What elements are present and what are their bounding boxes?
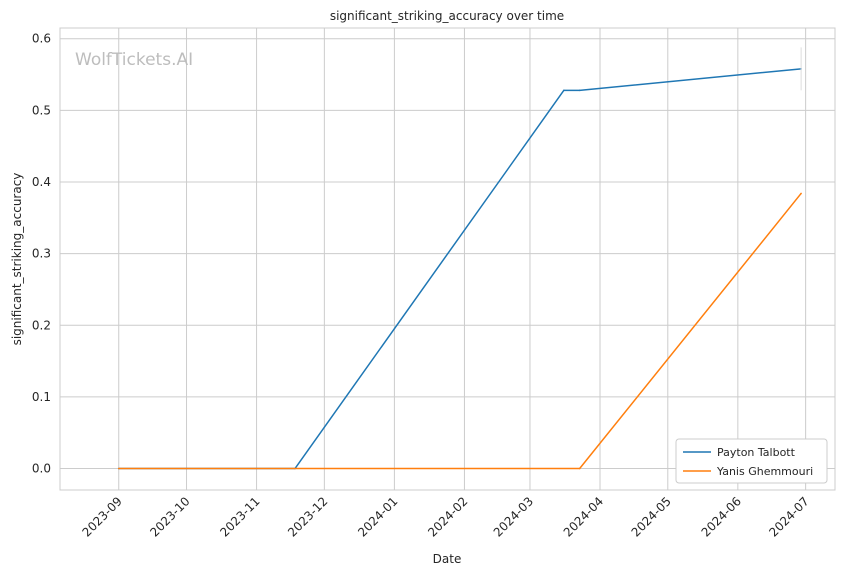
x-axis-label: Date bbox=[433, 552, 462, 566]
y-tick-label: 0.3 bbox=[32, 247, 51, 261]
x-tick-label: 2023-12 bbox=[285, 494, 330, 539]
y-tick-label: 0.6 bbox=[32, 32, 51, 46]
chart-title: significant_striking_accuracy over time bbox=[330, 9, 564, 23]
data-point-yanis-ghemmouri bbox=[800, 192, 802, 195]
x-tick-label: 2024-02 bbox=[425, 494, 470, 539]
y-tick-label: 0.5 bbox=[32, 103, 51, 117]
x-tick-label: 2024-06 bbox=[699, 494, 744, 539]
y-tick-label: 0.2 bbox=[32, 318, 51, 332]
x-tick-label: 2024-04 bbox=[561, 494, 606, 539]
plot-frame bbox=[59, 27, 836, 491]
y-tick-label: 0.4 bbox=[32, 175, 51, 189]
y-tick-label: 0.1 bbox=[32, 390, 51, 404]
series-line-yanis-ghemmouri bbox=[118, 192, 802, 470]
grid bbox=[60, 28, 835, 490]
legend-label-yanis-ghemmouri: Yanis Ghemmouri bbox=[716, 465, 813, 478]
x-tick-label: 2023-09 bbox=[80, 494, 125, 539]
x-tick-label: 2023-11 bbox=[217, 494, 262, 539]
data-point-payton-talbott bbox=[563, 89, 565, 92]
watermark: WolfTickets.AI bbox=[75, 50, 193, 70]
series-line-payton-talbott bbox=[118, 68, 802, 470]
data-point-payton-talbott bbox=[578, 89, 581, 92]
legend-label-payton-talbott: Payton Talbott bbox=[717, 446, 796, 459]
y-tick-label: 0.0 bbox=[32, 462, 51, 476]
data-point-yanis-ghemmouri bbox=[117, 467, 120, 470]
x-tick-label: 2023-10 bbox=[147, 494, 192, 539]
x-tick-label: 2024-05 bbox=[629, 494, 674, 539]
legend-box bbox=[675, 438, 828, 484]
x-tick-label: 2024-01 bbox=[355, 494, 400, 539]
legend: Payton Talbott Yanis Ghemmouri bbox=[675, 438, 828, 484]
series-lines bbox=[117, 47, 802, 470]
data-point-yanis-ghemmouri bbox=[578, 467, 581, 470]
x-tick-label: 2024-03 bbox=[491, 494, 536, 539]
x-tick-label: 2024-07 bbox=[766, 494, 811, 539]
y-axis-label: significant_striking_accuracy bbox=[10, 173, 24, 346]
